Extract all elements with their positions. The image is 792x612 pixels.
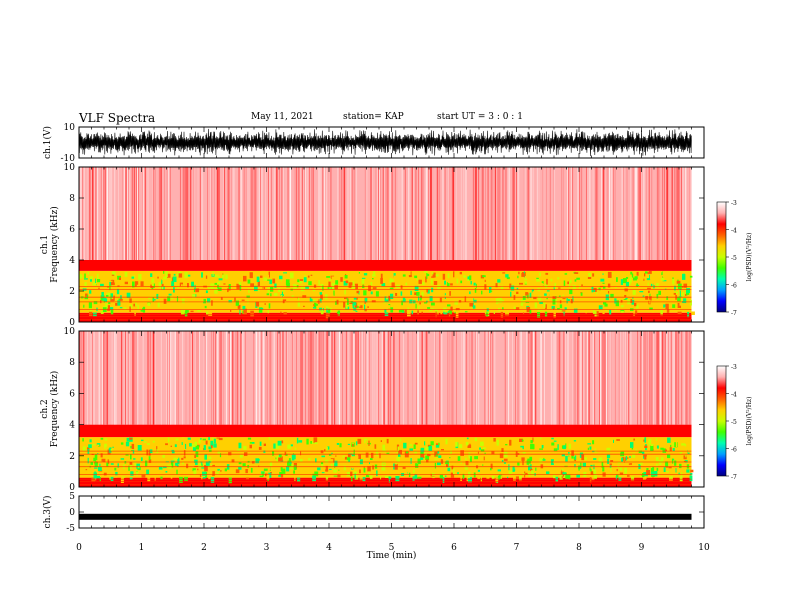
xtick-label-8: 8 [576, 543, 582, 553]
ytick-label-p2-5: 0 [69, 318, 75, 328]
ytick-label-p2-4: 2 [69, 287, 75, 297]
ytick-label-p1-1: -10 [61, 154, 76, 164]
ch2-spectrogram-band-0 [79, 477, 692, 487]
colorbar-2-tick-2: -5 [731, 419, 737, 426]
ytick-label-p4-2: -5 [66, 524, 75, 534]
colorbar-1-label: log(PSD)(V²/Hz) [746, 233, 753, 282]
ylabel-p2: ch.1Frequency (kHz) [40, 206, 60, 283]
xtick-label-6: 6 [451, 543, 457, 553]
ch1-waveform-series [78, 128, 692, 157]
xtick-label-0: 0 [76, 543, 82, 553]
ytick-label-p1-0: 10 [64, 123, 76, 133]
ytick-label-p3-0: 10 [64, 327, 76, 337]
ch2-spectrogram-texture [79, 331, 692, 425]
ytick-label-p3-3: 4 [69, 421, 75, 431]
colorbar-2-tick-1: -4 [731, 392, 737, 399]
date-label: May 11, 2021 [251, 112, 314, 122]
ytick-label-p3-4: 2 [69, 452, 75, 462]
colorbar-1-tick-1: -4 [731, 228, 737, 235]
ytick-label-p3-1: 8 [69, 358, 75, 368]
ytick-label-p3-2: 6 [69, 389, 75, 399]
colorbar-1-tick-0: -3 [731, 200, 737, 207]
ylabel-p3: ch.2Frequency (kHz) [40, 371, 60, 448]
ytick-label-p4-0: 5 [69, 492, 75, 502]
colorbar-2-tick-4: -7 [731, 474, 737, 481]
colorbar-2 [716, 365, 727, 477]
ytick-label-p2-3: 4 [69, 256, 75, 266]
colorbar-1-tick-2: -5 [731, 255, 737, 262]
xtick-label-7: 7 [514, 543, 520, 553]
xtick-label-10: 10 [698, 543, 710, 553]
colorbar-2-tick-0: -3 [731, 364, 737, 371]
xtick-label-9: 9 [639, 543, 645, 553]
colorbar-2-tick-3: -6 [731, 447, 737, 454]
xtick-label-2: 2 [201, 543, 207, 553]
ch1-spectrogram-band-2 [79, 260, 692, 271]
ylabel-p1: ch.1(V) [42, 126, 53, 159]
ch1-spectrogram-band-0 [79, 312, 692, 322]
colorbar-1-tick-3: -6 [731, 283, 737, 290]
start-time-label: start UT = 3 : 0 : 1 [437, 112, 523, 122]
ytick-label-p2-2: 6 [69, 225, 75, 235]
station-label: station= KAP [343, 112, 404, 122]
ch2-spectrogram-band-2 [79, 424, 692, 438]
colorbar-1-tick-4: -7 [731, 310, 737, 317]
chart-title: VLF Spectra [79, 111, 156, 125]
ch1-spectrogram-texture [79, 167, 691, 260]
colorbar-1 [716, 201, 727, 313]
ytick-label-p4-1: 0 [69, 508, 75, 518]
ytick-label-p2-0: 10 [64, 163, 76, 173]
xtick-label-4: 4 [326, 543, 332, 553]
ch2-spectrogram-lowband-texture [79, 437, 694, 486]
xaxis-label: Time (min) [367, 550, 417, 561]
ch1-spectrogram-lowband-texture [79, 270, 695, 321]
colorbar-2-label: log(PSD)(V²/Hz) [746, 397, 753, 446]
xtick-label-3: 3 [264, 543, 270, 553]
ytick-label-p3-5: 0 [69, 483, 75, 493]
ch3-series [79, 513, 692, 520]
xtick-label-1: 1 [139, 543, 145, 553]
xtick-label-5: 5 [389, 543, 395, 553]
ytick-label-p2-1: 8 [69, 194, 75, 204]
ylabel-p4: ch.3(V) [42, 496, 53, 529]
